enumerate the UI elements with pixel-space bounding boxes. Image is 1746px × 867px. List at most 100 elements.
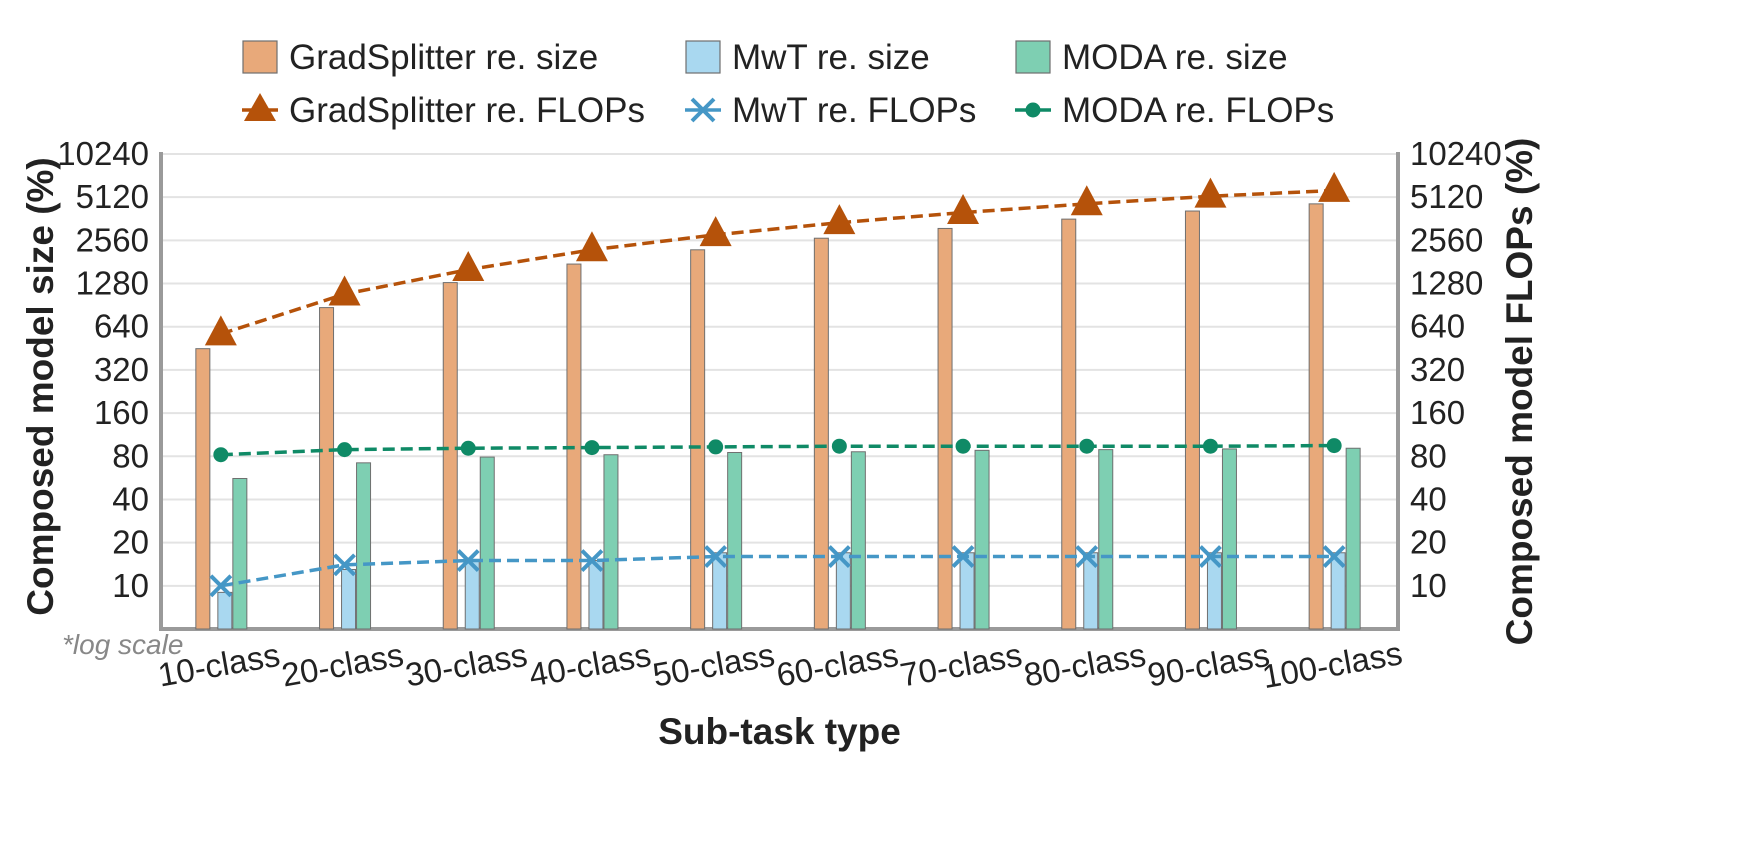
bar-moda-re-size [479,456,495,630]
y-left-axis-title: Composed model size (%) [20,157,61,615]
marker-gradsplitter-re-flops [328,275,361,306]
bar-moda-re-size [974,449,990,630]
y-left-tick-label: 640 [94,308,149,345]
legend-marker-x [690,97,716,123]
legend-item: MODA re. FLOPs [1015,91,1334,130]
y-right-tick-label: 10240 [1410,135,1502,172]
legend-label: MODA re. FLOPs [1062,91,1334,130]
y-left-tick-label: 20 [112,524,149,561]
y-right-tick-label: 2560 [1410,221,1483,258]
bar-moda-re-size [1345,447,1361,630]
x-tick-label: 50-class [650,636,777,694]
marker-gradsplitter-re-flops [204,315,237,346]
log-scale-note: *log scale [62,629,183,660]
y-left-tick-label: 160 [94,394,149,431]
marker-gradsplitter-re-flops [947,193,980,224]
y-left-tick-label: 80 [112,437,149,474]
x-tick-label: 60-class [774,636,901,694]
bar-gradsplitter-re-size [1308,203,1324,630]
marker-moda-re-flops [460,440,476,456]
x-axis-title: Sub-task type [658,711,901,752]
bar-moda-re-size [603,454,619,630]
legend-marker-circle [1025,102,1041,118]
legend-item: GradSplitter re. size [242,38,598,77]
bar-mwt-re-size [217,591,233,630]
bar-gradsplitter-re-size [1061,218,1077,630]
y-left-tick-label: 10240 [57,135,149,172]
legend-label: MwT re. size [732,38,930,77]
y-left-tick-label: 40 [112,480,149,517]
legend-item: MODA re. size [1015,38,1288,77]
bar-mwt-re-size [341,568,357,630]
x-tick-label: 80-class [1021,636,1148,694]
bar-gradsplitter-re-size [195,348,211,630]
marker-gradsplitter-re-flops [575,231,608,262]
bar-moda-re-size [850,451,866,630]
marker-gradsplitter-re-flops [1318,171,1351,202]
legend-marker-triangle [244,93,276,121]
y-right-tick-label: 80 [1410,437,1447,474]
bar-moda-re-size [232,477,248,630]
x-tick-label: 20-class [279,636,406,694]
y-left-tick-label: 2560 [76,221,149,258]
y-left-tick-label: 5120 [76,178,149,215]
legend-label: GradSplitter re. FLOPs [289,91,645,130]
y-right-tick-label: 320 [1410,351,1465,388]
legend-swatch [685,40,721,74]
marker-gradsplitter-re-flops [452,251,485,282]
bar-gradsplitter-re-size [442,282,458,630]
marker-moda-re-flops [584,440,600,456]
y-right-tick-label: 40 [1410,480,1447,517]
y-right-tick-label: 160 [1410,394,1465,431]
bar-moda-re-size [1098,449,1114,630]
marker-moda-re-flops [831,438,847,454]
bar-gradsplitter-re-size [690,249,706,630]
marker-mwt-re-flops [1322,545,1346,568]
marker-mwt-re-flops [704,545,728,568]
y-right-tick-label: 1280 [1410,265,1483,302]
legend-item: MwT re. size [685,38,930,77]
legend-swatch [242,40,278,74]
marker-moda-re-flops [337,442,353,458]
bar-gradsplitter-re-size [319,307,335,630]
x-tick-label: 100-class [1259,634,1405,695]
marker-mwt-re-flops [827,545,851,568]
marker-gradsplitter-re-flops [823,204,856,235]
y-left-tick-label: 320 [94,351,149,388]
x-tick-label: 70-class [897,636,1024,694]
x-tick-label: 40-class [526,636,653,694]
marker-gradsplitter-re-flops [1070,185,1103,216]
marker-moda-re-flops [1326,438,1342,454]
line-mwt-re-flops [220,554,1335,588]
y-right-tick-label: 5120 [1410,178,1483,215]
legend-label: GradSplitter re. size [289,38,598,77]
marker-mwt-re-flops [333,553,356,577]
marker-mwt-re-flops [951,545,975,568]
line-gradsplitter-re-flops [220,188,1335,336]
y-left-tick-label: 1280 [76,265,149,302]
marker-mwt-re-flops [1199,545,1222,568]
bar-moda-re-size [356,462,372,630]
y-right-axis-title: Composed model FLOPs (%) [1499,138,1540,646]
marker-gradsplitter-re-flops [1194,177,1227,208]
marker-moda-re-flops [1079,438,1095,454]
bar-moda-re-size [1221,448,1237,630]
y-left-tick-label: 10 [112,567,149,604]
marker-moda-re-flops [708,439,724,455]
y-right-tick-label: 640 [1410,308,1465,345]
bar-gradsplitter-re-size [813,237,829,630]
bar-gradsplitter-re-size [1184,210,1200,630]
legend-label: MODA re. size [1062,38,1288,77]
legend-label: MwT re. FLOPs [732,91,976,130]
marker-mwt-re-flops [209,574,233,598]
legend-swatch [1015,40,1051,74]
marker-moda-re-flops [213,447,229,463]
marker-mwt-re-flops [1075,545,1099,568]
marker-moda-re-flops [955,438,971,454]
line-moda-re-flops [220,443,1335,457]
bar-gradsplitter-re-size [937,227,953,630]
bar-moda-re-size [727,451,743,630]
marker-gradsplitter-re-flops [699,216,732,247]
